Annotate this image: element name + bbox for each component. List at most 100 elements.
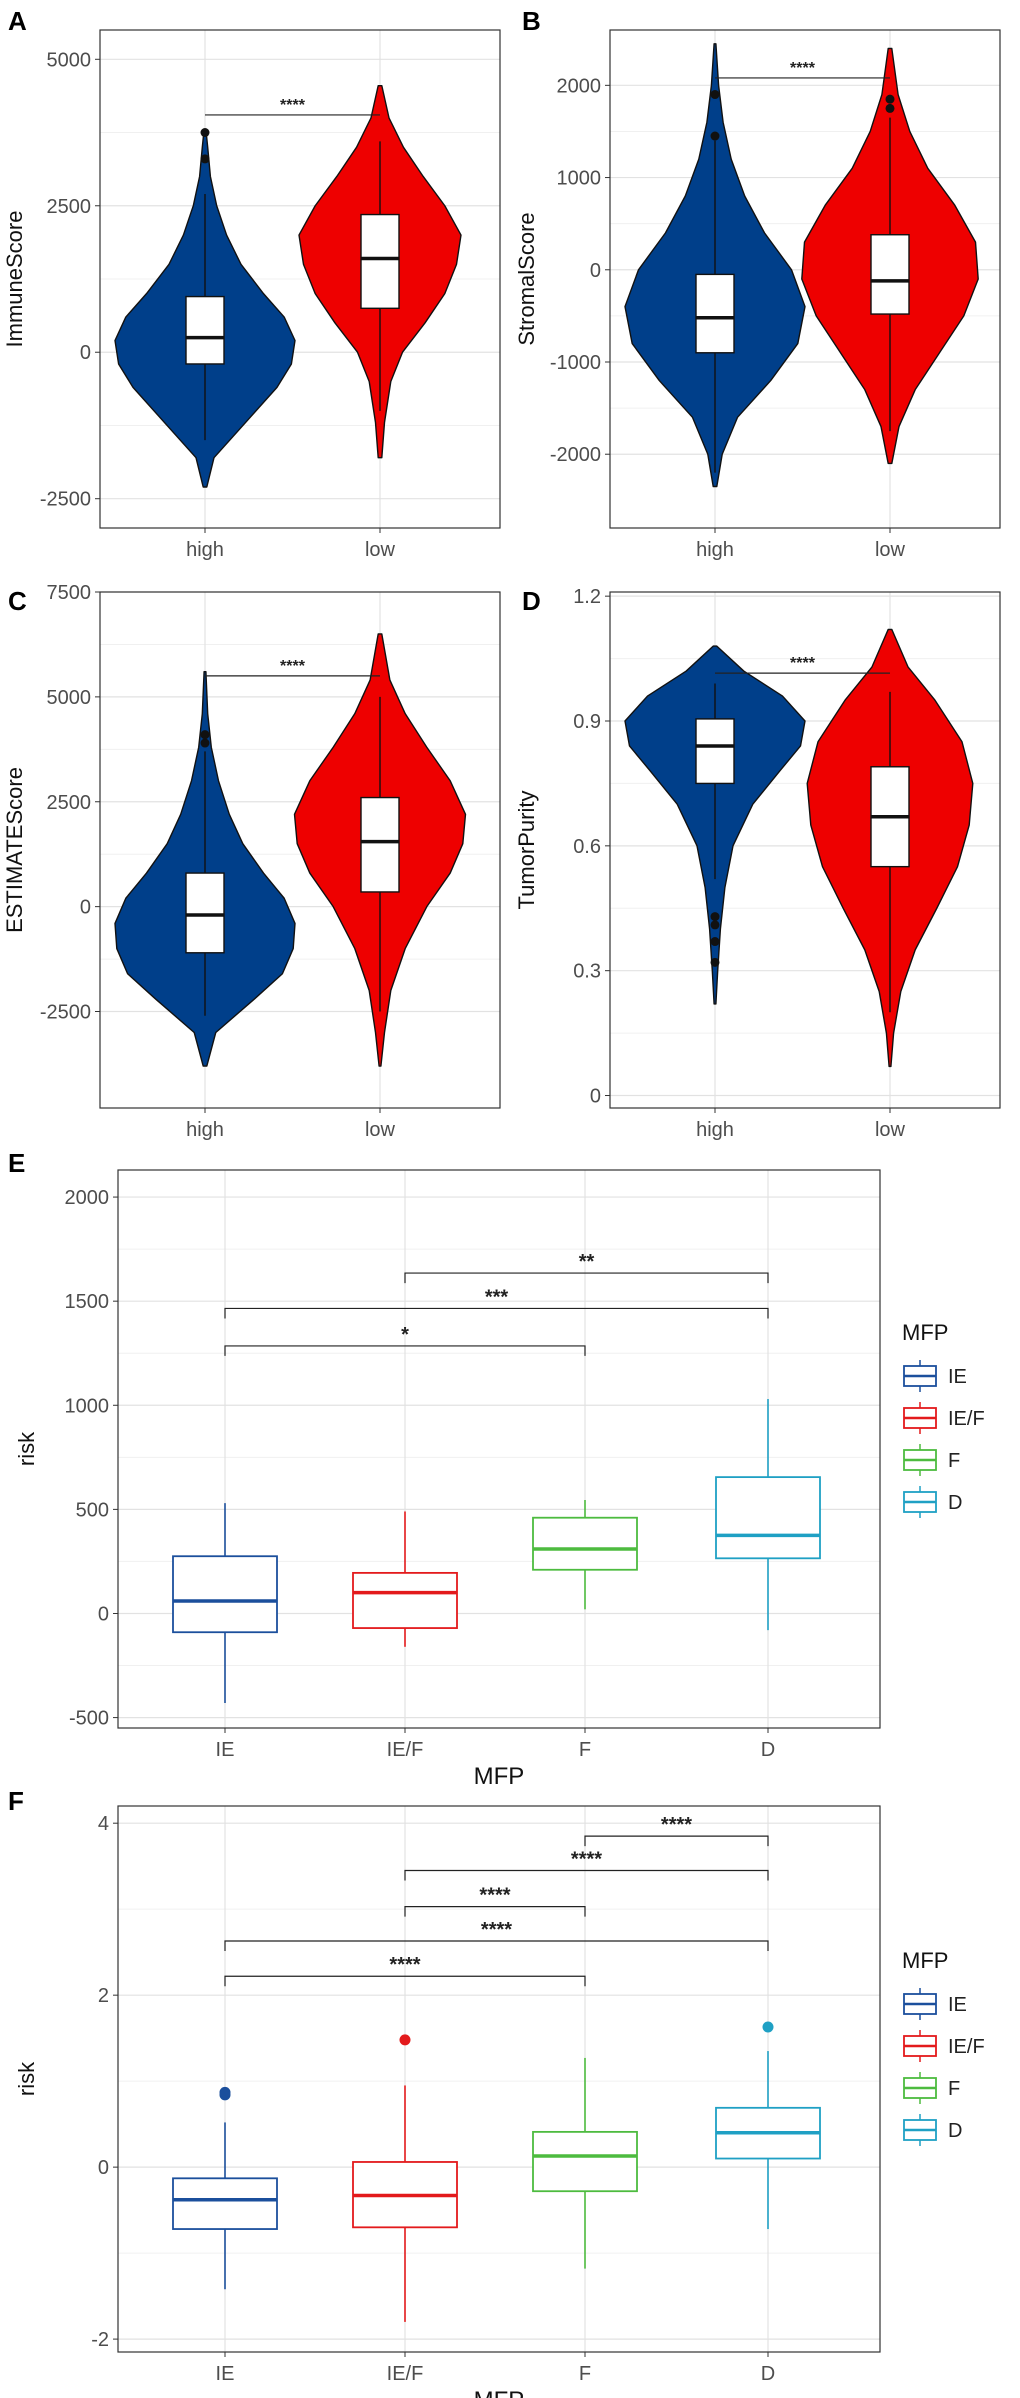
legend-key-IE	[903, 1360, 937, 1392]
box-high	[695, 273, 735, 354]
y-tick-label: -2500	[40, 489, 91, 511]
legend-key-IE-F	[903, 2030, 937, 2062]
box-F	[532, 2130, 638, 2193]
significance-bracket: ****	[715, 60, 890, 79]
significance-label: ****	[481, 1919, 512, 1941]
box-IE	[172, 1555, 278, 1634]
significance-label: ****	[280, 658, 306, 675]
outlier-point	[710, 957, 720, 967]
series-IE-F	[352, 1511, 458, 1647]
box-low	[360, 796, 400, 893]
outlier-point	[200, 730, 210, 740]
y-tick-label: 0	[98, 2157, 109, 2179]
legend-label: IE	[948, 1994, 967, 2016]
legend-key-D	[903, 2114, 937, 2146]
outlier-point	[399, 2034, 411, 2046]
y-tick-label: 0	[590, 260, 601, 282]
panel-label: C	[8, 586, 27, 616]
outlier-point	[710, 912, 720, 922]
y-axis-title: risk	[14, 1431, 39, 1466]
y-tick-label: 2500	[47, 792, 92, 814]
outlier-point	[885, 103, 895, 113]
bracket-line	[404, 1869, 769, 1881]
x-tick-label: IE/F	[387, 1739, 424, 1761]
y-tick-label: 1000	[557, 168, 602, 190]
y-tick-label: 500	[76, 1499, 109, 1521]
y-tick-label: 0	[80, 342, 91, 364]
series-D	[715, 1399, 821, 1631]
box-low	[360, 213, 400, 309]
significance-label: ****	[661, 1814, 692, 1836]
significance-bracket: *	[224, 1324, 586, 1356]
outlier-point	[762, 2021, 774, 2033]
legend-label: IE/F	[948, 1408, 985, 1430]
bracket-line	[224, 1307, 769, 1319]
box-high	[185, 872, 225, 954]
x-axis-title: MFP	[474, 2387, 525, 2398]
significance-bracket: ****	[404, 1848, 769, 1881]
box-high	[695, 718, 735, 785]
bracket-line	[224, 1975, 586, 1987]
significance-bracket: **	[404, 1251, 769, 1284]
panel-label: D	[522, 586, 541, 616]
legend-label: F	[948, 2078, 960, 2100]
panel-label: A	[8, 6, 27, 36]
x-tick-label: F	[579, 2363, 591, 2385]
plot-frame	[99, 591, 501, 1109]
x-tick-label: high	[696, 539, 734, 561]
significance-bracket: ****	[205, 97, 380, 116]
legend-key-D	[903, 1486, 937, 1518]
panel-label: E	[8, 1148, 25, 1178]
x-tick-label: low	[365, 1119, 396, 1141]
legend-label: D	[948, 1492, 962, 1514]
box-F	[532, 1516, 638, 1571]
outlier-point	[710, 131, 720, 141]
legend-label: D	[948, 2120, 962, 2142]
x-tick-label: low	[875, 1119, 906, 1141]
panel-label: B	[522, 6, 541, 36]
panel-label: F	[8, 1786, 24, 1816]
box-IE	[172, 2177, 278, 2230]
y-tick-label: 0.9	[573, 711, 601, 733]
legend-title: MFP	[902, 1948, 948, 1973]
y-tick-label: 2	[98, 1985, 109, 2007]
x-tick-label: D	[761, 2363, 775, 2385]
y-tick-label: -500	[69, 1708, 109, 1730]
significance-bracket: ****	[715, 655, 890, 674]
y-tick-label: 2000	[557, 75, 602, 97]
legend-title: MFP	[902, 1320, 948, 1345]
significance-bracket: ****	[205, 658, 380, 677]
significance-label: ****	[790, 655, 816, 672]
x-tick-label: low	[875, 539, 906, 561]
bracket-line	[404, 1272, 769, 1284]
y-tick-label: -1000	[550, 352, 601, 374]
y-tick-label: 0.6	[573, 836, 601, 858]
plot-frame	[609, 29, 1001, 529]
legend-label: IE	[948, 1366, 967, 1388]
panel-A: -2500 0 2500 5000 **** high low ImmuneScore A	[2, 6, 501, 561]
bracket-line	[584, 1835, 769, 1847]
x-tick-label: high	[186, 539, 224, 561]
y-axis-title: ImmuneScore	[2, 211, 27, 348]
y-tick-label: 5000	[47, 687, 92, 709]
y-tick-label: 0	[590, 1086, 601, 1108]
y-tick-label: -2000	[550, 444, 601, 466]
plot-background	[118, 1806, 880, 2352]
significance-label: ***	[485, 1286, 509, 1308]
x-axis-title: MFP	[474, 1763, 525, 1790]
series-IE	[172, 2086, 278, 2290]
x-tick-label: IE	[216, 1739, 235, 1761]
outlier-point	[710, 920, 720, 930]
y-tick-label: 5000	[47, 49, 92, 71]
outlier-point	[885, 94, 895, 104]
plot-frame	[99, 29, 501, 529]
series-high	[624, 645, 806, 1005]
series-high	[114, 128, 296, 488]
y-tick-label: 0.3	[573, 961, 601, 983]
legend-key-IE	[903, 1988, 937, 2020]
series-F	[532, 1500, 638, 1610]
